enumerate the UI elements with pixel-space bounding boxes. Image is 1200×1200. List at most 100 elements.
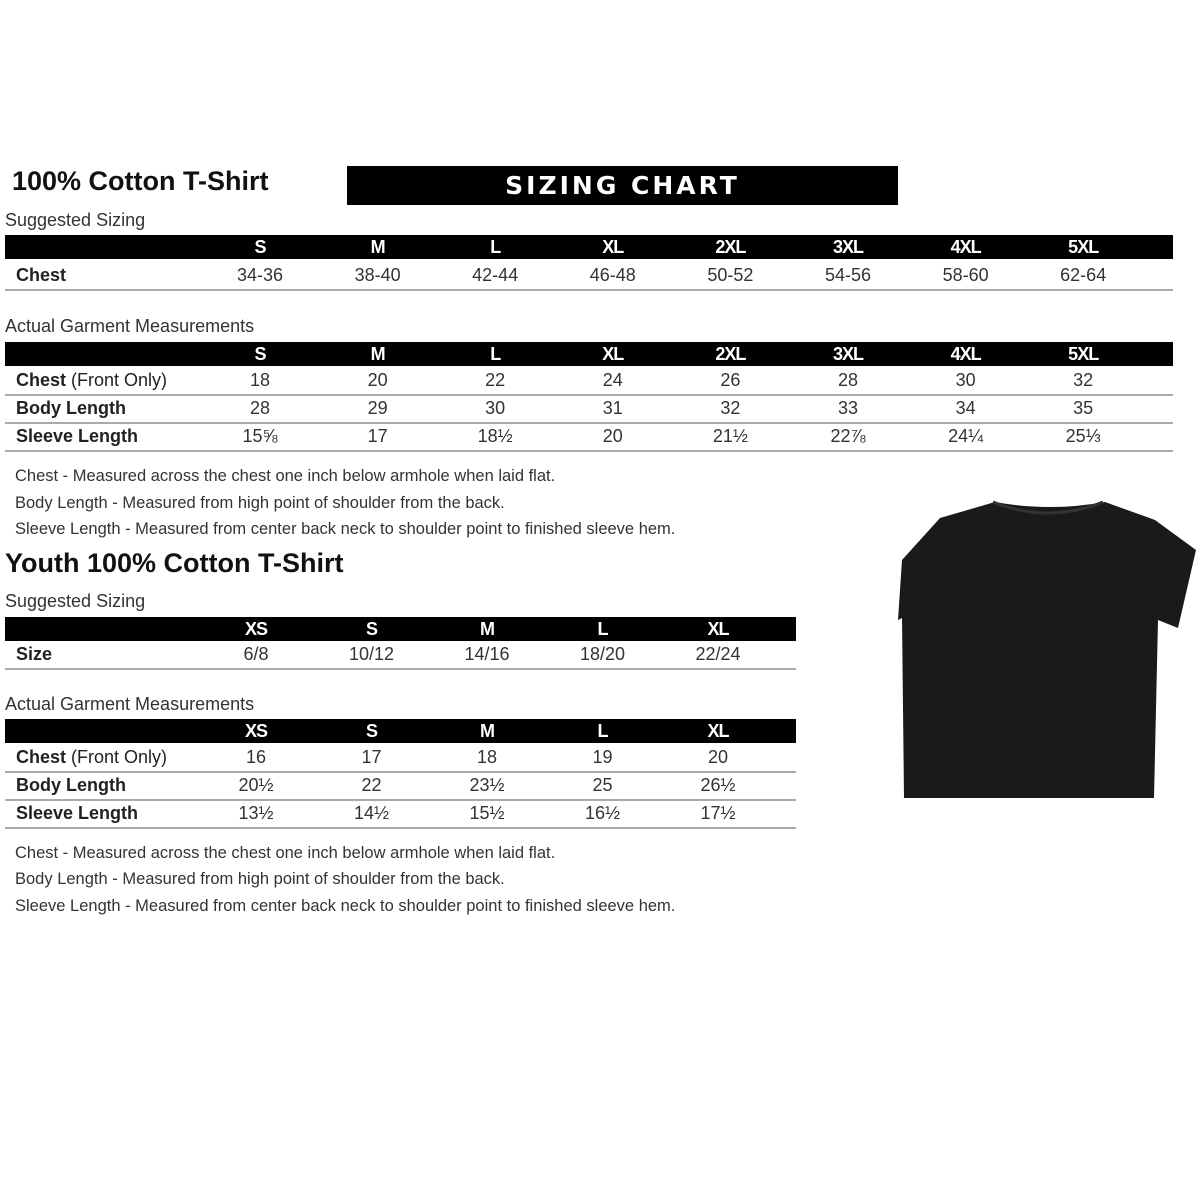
table-cell: 24 (602, 370, 623, 390)
table-cell: 20 (602, 426, 623, 446)
youth-actual-measurements-label: Actual Garment Measurements (5, 694, 255, 714)
table-cell: 22 (485, 370, 506, 390)
table-cell: 6/8 (243, 644, 269, 664)
table-cell: 16 (245, 747, 267, 767)
table-cell: 18 (476, 747, 498, 767)
row-label: Chest (Front Only) (16, 366, 167, 394)
row-label-text: Chest (16, 370, 67, 390)
size-header-xl: XL (602, 344, 624, 364)
youth-note: Chest - Measured across the chest one in… (15, 844, 556, 862)
size-header-m: M (480, 721, 495, 741)
table-cell: 17 (361, 747, 382, 767)
size-header-4xl: 4XL (950, 344, 982, 364)
table-row: Sleeve Length 15⅝ 17 18½ 20 21½ 22⅞ 24¼ 25⅓ (5, 422, 1173, 452)
size-header-5xl: 5XL (1068, 237, 1099, 257)
table-cell: 30 (485, 398, 506, 418)
row-label: Body Length (16, 394, 126, 422)
row-label-text: Size (16, 644, 53, 664)
row-label: Sleeve Length (16, 422, 138, 450)
size-header-2xl: 2XL (715, 344, 746, 364)
table-cell: 14½ (353, 803, 390, 823)
table-cell: 23½ (469, 775, 505, 795)
table-cell: 32 (1073, 370, 1094, 390)
table-cell: 50-52 (707, 265, 754, 285)
adult-note: Sleeve Length - Measured from center bac… (15, 520, 676, 538)
size-header-l: L (597, 721, 609, 741)
table-cell: 24¼ (948, 426, 984, 446)
size-header-s: S (254, 344, 266, 364)
size-header-s: S (365, 721, 378, 741)
row-label-note: (Front Only) (71, 370, 168, 390)
table-cell: 34-36 (236, 265, 284, 285)
size-header-xs: XS (244, 721, 268, 741)
size-header-3xl: 3XL (832, 344, 864, 364)
table-cell: 18/20 (579, 644, 626, 664)
table-cell: 20 (367, 370, 388, 390)
size-header-s: S (254, 237, 266, 257)
table-cell: 22/24 (695, 644, 741, 664)
sizing-chart-banner: SIZING CHART (347, 166, 898, 205)
table-row: Body Length 28 29 30 31 32 33 34 35 (5, 394, 1173, 424)
table-cell: 42-44 (472, 265, 519, 285)
row-label-note: (Front Only) (71, 747, 168, 767)
size-header-s: S (365, 619, 378, 639)
table-cell: 18 (249, 370, 271, 390)
row-label-text: Sleeve Length (16, 426, 139, 446)
table-cell: 20 (707, 747, 729, 767)
row-label-text: Chest (16, 747, 67, 767)
adult-suggested-sizing-header: S M L XL 2XL 3XL 4XL 5XL (5, 235, 1173, 259)
table-cell: 13½ (238, 803, 274, 823)
row-label-text: Body Length (16, 775, 126, 795)
row-label-text: Body Length (16, 398, 126, 418)
table-cell: 29 (367, 398, 388, 418)
youth-suggested-sizing-header: XS S M L XL (5, 617, 796, 641)
adult-title: 100% Cotton T-Shirt (12, 166, 269, 196)
row-label: Chest (Front Only) (16, 743, 167, 771)
adult-actual-measurements-header: S M L XL 2XL 3XL 4XL 5XL (5, 342, 1173, 366)
youth-note: Sleeve Length - Measured from center bac… (15, 897, 676, 915)
table-cell: 28 (837, 370, 859, 390)
youth-note: Body Length - Measured from high point o… (15, 870, 505, 888)
row-label-text: Sleeve Length (16, 803, 139, 823)
table-cell: 58-60 (942, 265, 989, 285)
table-row: Body Length 20½ 22 23½ 25 26½ (5, 771, 796, 801)
size-header-xl: XL (707, 721, 729, 741)
table-row: Chest (Front Only) 18 20 22 24 26 28 30 32 (5, 366, 1173, 396)
table-cell: 20½ (238, 775, 274, 795)
row-label: Sleeve Length (16, 799, 138, 827)
table-cell: 30 (955, 370, 976, 390)
size-header-xs: XS (244, 619, 268, 639)
table-cell: 10/12 (348, 644, 395, 664)
row-label-text: Chest (16, 265, 67, 285)
table-cell: 17½ (700, 803, 736, 823)
size-header-l: L (597, 619, 609, 639)
youth-actual-measurements-header: XS S M L XL (5, 719, 796, 743)
table-cell: 17 (367, 426, 388, 446)
adult-suggested-sizing-label: Suggested Sizing (5, 210, 146, 230)
table-cell: 62-64 (1060, 265, 1107, 285)
row-label: Body Length (16, 771, 126, 799)
adult-actual-measurements-label: Actual Garment Measurements (5, 316, 255, 336)
table-row: Chest 34-36 38-40 42-44 46-48 50-52 54-56 58-60… (5, 261, 1173, 291)
size-header-m: M (480, 619, 495, 639)
table-cell: 25⅓ (1065, 426, 1101, 446)
size-header-5xl: 5XL (1068, 344, 1099, 364)
size-header-4xl: 4XL (950, 237, 982, 257)
row-label: Size (16, 640, 52, 668)
table-cell: 14/16 (464, 644, 510, 664)
youth-title: Youth 100% Cotton T-Shirt (5, 548, 344, 578)
adult-note: Body Length - Measured from high point o… (15, 494, 505, 512)
table-cell: 46-48 (589, 265, 636, 285)
table-cell: 18½ (477, 426, 513, 446)
table-cell: 22⅞ (830, 426, 866, 446)
table-cell: 21½ (712, 426, 748, 446)
table-cell: 28 (249, 398, 271, 418)
table-cell: 34 (955, 398, 976, 418)
black-tshirt-icon (898, 500, 1196, 798)
table-cell: 15½ (469, 803, 505, 823)
size-header-m: M (370, 237, 386, 257)
size-header-3xl: 3XL (832, 237, 864, 257)
table-cell: 31 (602, 398, 623, 418)
table-cell: 26 (720, 370, 741, 390)
table-cell: 22 (361, 775, 382, 795)
